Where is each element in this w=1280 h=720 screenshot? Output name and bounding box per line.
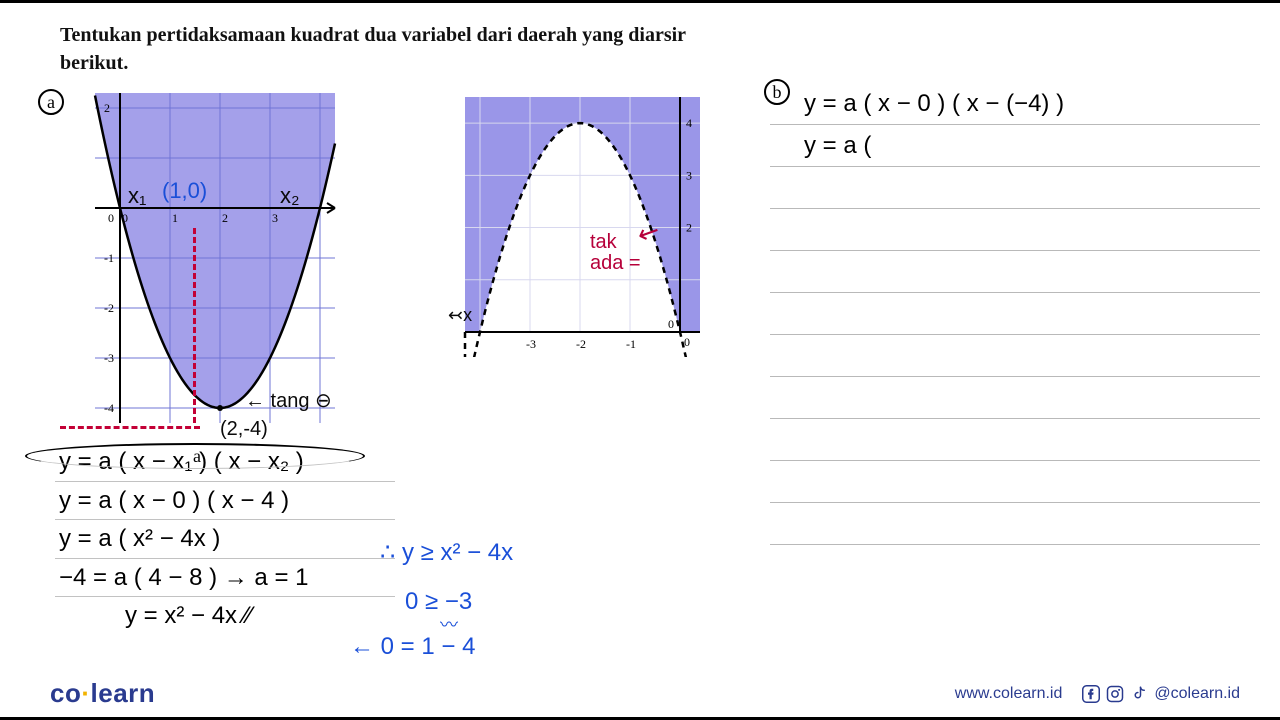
svg-text:-1: -1 (626, 337, 636, 351)
work-a-line2: y = a ( x − 0 ) ( x − 4 ) (55, 482, 395, 521)
work-b-area: b y = a ( x − 0 ) ( x − (−4) ) y = a ( (770, 83, 1260, 545)
red-dashed-vertical (193, 228, 196, 423)
hw-vertex: (2,-4) (220, 418, 268, 441)
svg-text:-3: -3 (526, 337, 536, 351)
blank-line (770, 167, 1260, 209)
check-line2: 0 ≥ −3 (405, 588, 472, 616)
hw-point-10: (1,0) (162, 178, 207, 204)
work-a-line4: −4 = a ( 4 − 8 ) → a = 1 (55, 559, 395, 598)
question-line1: Tentukan pertidaksamaan kuadrat dua vari… (60, 24, 686, 46)
svg-text:-1: -1 (104, 251, 114, 265)
svg-text:3: 3 (272, 211, 278, 225)
blank-line (770, 377, 1260, 419)
svg-text:2: 2 (222, 211, 228, 225)
blank-line (770, 335, 1260, 377)
work-a-area: a y = a ( x − x₁ ) ( x − x₂ ) y = a ( x … (55, 443, 395, 635)
graph-b: -3-2-123400 tak ada = ↙ ↢x (450, 87, 720, 362)
label-a: a (38, 89, 64, 115)
blank-line (770, 503, 1260, 545)
tiktok-icon (1130, 685, 1148, 703)
blank-line (770, 251, 1260, 293)
footer-site: www.colearn.id (955, 685, 1063, 703)
blank-line (770, 209, 1260, 251)
instagram-icon (1106, 685, 1124, 703)
svg-text:0: 0 (668, 317, 674, 331)
graph-a: a 0123-4-3-2-120 x₁ (1,0) x₂ (2,-4) ← ta… (60, 83, 360, 448)
label-b: b (764, 79, 790, 105)
svg-text:3: 3 (686, 168, 692, 182)
hw-x1: x₁ (128, 183, 146, 209)
svg-text:-4: -4 (104, 401, 114, 415)
hw-x2: x₂ (280, 183, 300, 209)
graph-b-svg: -3 -2 -1 2 3 4 00 (450, 87, 720, 357)
question-line2: berikut. (60, 52, 128, 74)
svg-text:2: 2 (686, 221, 692, 235)
blank-line (770, 461, 1260, 503)
svg-text:1: 1 (172, 211, 178, 225)
work-b-line2: y = a ( (770, 125, 1260, 167)
svg-text:2: 2 (104, 101, 110, 115)
check-line3: ← 0 = 1 − 4 (350, 633, 475, 661)
svg-text:0: 0 (684, 335, 690, 349)
work-a-line5: y = x² − 4x ⁄⁄ (55, 597, 395, 635)
svg-text:4: 4 (686, 116, 692, 130)
blank-line (770, 293, 1260, 335)
work-a-line3: y = a ( x² − 4x ) (55, 520, 395, 559)
footer: co·learn www.colearn.id @colearn.id (0, 678, 1280, 709)
logo: co·learn (50, 678, 155, 709)
facebook-icon (1082, 685, 1100, 703)
logo-learn: learn (91, 678, 156, 708)
check-line1: ∴ y ≥ x² − 4x (380, 538, 513, 567)
hw-xb-left: ↢x (448, 305, 472, 326)
svg-text:-3: -3 (104, 351, 114, 365)
hw-tangent: ← tang ⊖ (245, 388, 332, 413)
svg-text:0: 0 (122, 211, 128, 225)
social-icons: @colearn.id (1082, 685, 1240, 703)
svg-text:0: 0 (108, 211, 114, 225)
label-a2: a (25, 443, 365, 469)
logo-co: co (50, 678, 81, 708)
logo-dot: · (81, 678, 90, 708)
footer-handle: @colearn.id (1154, 685, 1240, 703)
svg-text:-2: -2 (576, 337, 586, 351)
blank-line (770, 419, 1260, 461)
red-dashed-horizontal (60, 426, 200, 429)
svg-text:-2: -2 (104, 301, 114, 315)
work-b-line1: y = a ( x − 0 ) ( x − (−4) ) (770, 83, 1260, 125)
